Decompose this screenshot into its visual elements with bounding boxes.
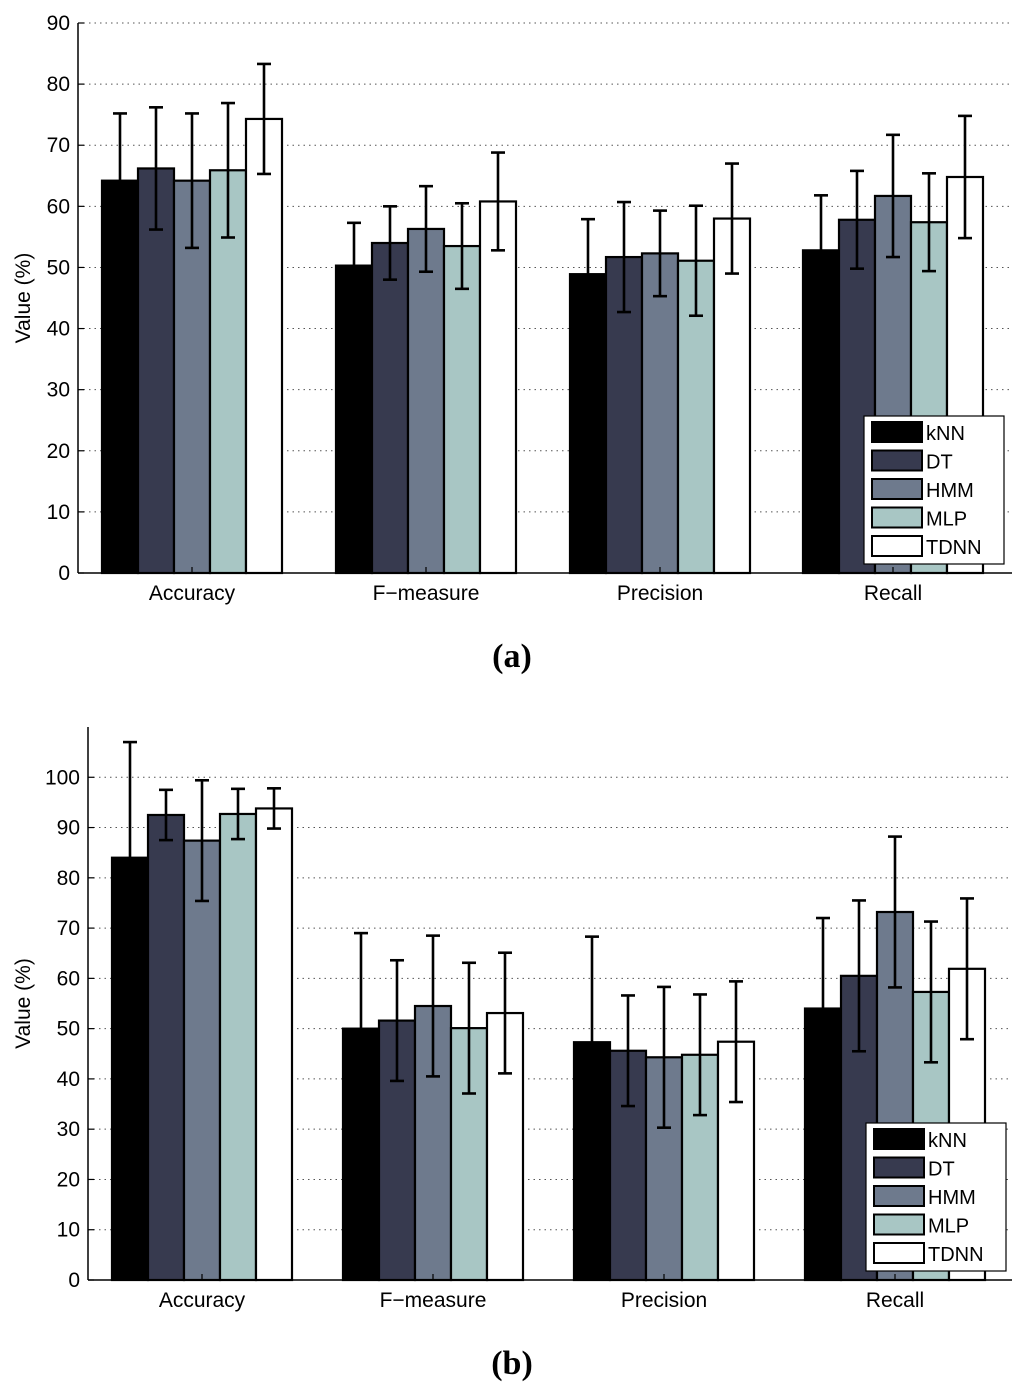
charta-ytick-label: 60	[47, 195, 70, 218]
charta-ytick-label: 30	[47, 379, 70, 402]
panel-b-label: (b)	[491, 1345, 533, 1382]
chartb-bar-mlp	[680, 1053, 720, 1282]
charta-legend-swatch-dt	[871, 449, 923, 472]
chartb-ytick-label: 70	[57, 917, 80, 940]
charta-legend-label: MLP	[926, 509, 967, 531]
chartb-category-label: Recall	[866, 1289, 924, 1312]
charta-y-axis-label: Value (%)	[12, 253, 35, 344]
charta-category-label: Accuracy	[149, 582, 236, 605]
charta-ytick-label: 0	[58, 562, 70, 585]
charta-legend-swatch-tdnn	[871, 535, 923, 557]
chartb-legend-swatch-mlp	[873, 1213, 925, 1236]
chartb-bar-hmm	[182, 839, 222, 1282]
charta-category-label: Precision	[617, 582, 703, 605]
chartb-ytick-label: 20	[57, 1168, 80, 1191]
charta-bar-mlp	[442, 244, 482, 575]
chartb-category-label: Precision	[621, 1289, 707, 1312]
chartb-ytick-label: 90	[57, 817, 80, 840]
chartb-legend-swatch-knn	[873, 1128, 925, 1150]
charta-legend-label: HMM	[926, 480, 974, 502]
chartb-bar-tdnn	[254, 807, 294, 1282]
charta-category-label: F−measure	[373, 582, 480, 605]
charta-legend: kNN DT HMM MLP TDNN	[863, 415, 1005, 565]
chartb-legend-label: TDNN	[928, 1244, 984, 1266]
charta-legend-label: TDNN	[926, 537, 982, 559]
charta-legend-label: kNN	[926, 423, 965, 445]
chartb-legend-swatch-hmm	[873, 1185, 925, 1207]
panel-a-label: (a)	[492, 638, 532, 675]
charta-ytick-label: 20	[47, 440, 70, 463]
chartb-legend-label: HMM	[928, 1187, 976, 1209]
chartb-ytick-label: 0	[68, 1269, 80, 1292]
charta-ytick-label: 70	[47, 134, 70, 157]
charta-bar-dt	[370, 241, 410, 575]
charta-ytick-label: 90	[47, 12, 70, 35]
chartb-legend: kNN DT HMM MLP TDNN	[865, 1122, 1007, 1272]
chartb-legend-label: kNN	[928, 1130, 967, 1152]
chartb-ytick-label: 10	[57, 1219, 80, 1242]
chartb-legend-label: DT	[928, 1159, 955, 1181]
chartb-bar-mlp	[218, 812, 258, 1282]
charta-bar-knn	[334, 264, 374, 575]
chartb-ytick-label: 60	[57, 967, 80, 990]
charta-bar-tdnn	[478, 200, 518, 575]
panel-b-chart: 0 10 20 30 40 50 60 70 80 90 100 Accuracy F−measure P…	[12, 727, 1012, 1312]
chartb-ytick-label: 40	[57, 1068, 80, 1091]
chartb-legend-label: MLP	[928, 1216, 969, 1238]
chartb-ytick-label: 100	[45, 766, 80, 789]
panel-a-chart: 0 10 20 30 40 50 60 70 80 90 Accuracy F−measure Prec…	[12, 12, 1012, 605]
charta-legend-label: DT	[926, 452, 953, 474]
charta-category-label: Recall	[864, 582, 922, 605]
chartb-ytick-label: 30	[57, 1118, 80, 1141]
chartb-legend-swatch-tdnn	[873, 1242, 925, 1264]
charta-ytick-label: 10	[47, 501, 70, 524]
charta-bar-tdnn	[244, 117, 284, 575]
chartb-legend-swatch-dt	[873, 1156, 925, 1179]
charta-legend-swatch-hmm	[871, 478, 923, 500]
charta-ytick-label: 50	[47, 256, 70, 279]
charta-ytick-label: 40	[47, 318, 70, 341]
chartb-ytick-label: 50	[57, 1018, 80, 1041]
charta-legend-swatch-knn	[871, 421, 923, 443]
chartb-bar-dt	[146, 813, 186, 1282]
charta-legend-swatch-mlp	[871, 506, 923, 529]
charta-ytick-label: 80	[47, 73, 70, 96]
chartb-ytick-label: 80	[57, 867, 80, 890]
charta-bar-hmm	[406, 227, 446, 575]
charta-bar-hmm	[640, 252, 680, 575]
chartb-category-label: F−measure	[380, 1289, 487, 1312]
charta-bar-tdnn	[712, 217, 752, 575]
chartb-category-label: Accuracy	[159, 1289, 246, 1312]
chartb-y-axis-label: Value (%)	[12, 958, 35, 1049]
